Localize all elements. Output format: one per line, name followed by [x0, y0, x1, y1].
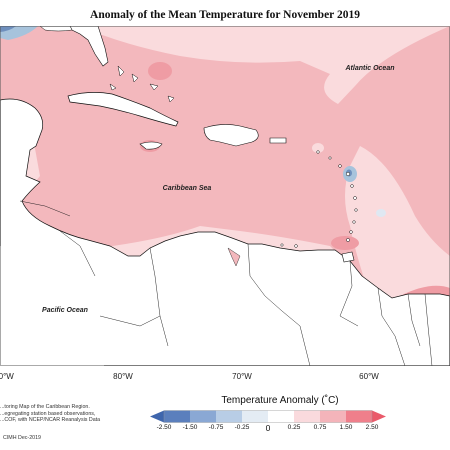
anomaly-zone-cool-corner-strong: [0, 26, 16, 32]
anomaly-map: Atlantic Ocean Caribbean Sea Pacific Oce…: [0, 26, 450, 366]
lon-tick-60w: 60°W: [359, 372, 379, 381]
legend-bin-7: [320, 410, 346, 423]
caribbean-sea-label: Caribbean Sea: [163, 185, 212, 192]
legend-tick: -0.25: [234, 424, 250, 431]
legend-bin-3: [216, 410, 242, 423]
legend-tick: -2.50: [156, 424, 172, 431]
lon-tick-70w: 70°W: [232, 372, 252, 381]
footer-line: ...toring Map of the Caribbean Region.: [0, 404, 90, 410]
footer-line: ...COF, with NCEP/NCAR Reanalysis Data: [0, 417, 101, 424]
atlantic-ocean-label: Atlantic Ocean: [344, 65, 394, 72]
legend-tick: -0.75: [208, 424, 224, 431]
legend-title: Temperature Anomaly (˚C): [221, 395, 339, 406]
puerto-rico-island: [269, 137, 287, 144]
country-borders: [19, 200, 433, 366]
legend-bin-6: [294, 410, 320, 423]
jamaica-island: [139, 141, 163, 150]
anomaly-zone-warm-3: [331, 236, 359, 250]
legend-tick: 1.50: [339, 424, 353, 431]
cuba-island: [67, 92, 179, 127]
lon-tick-90w: 90°W: [0, 372, 14, 381]
legend-bin-1: [164, 410, 190, 423]
legend-bin-4: [242, 410, 268, 423]
bahamas-islands: [109, 65, 175, 103]
hispaniola-island: [203, 124, 259, 147]
lake-inlet: [227, 247, 241, 267]
anomaly-zone-cool-small: [376, 209, 386, 217]
lesser-antilles: [280, 150, 358, 248]
pacific-ocean-label: Pacific Ocean: [42, 307, 88, 314]
legend-tick: 0.75: [313, 424, 327, 431]
legend-bin-5: [268, 410, 294, 423]
map-title: Anomaly of the Mean Temperature for Nove…: [90, 9, 360, 21]
pacific-sea-strip: [0, 246, 104, 366]
us-coast: [39, 26, 73, 32]
footer-note: ...toring Map of the Caribbean Region. .…: [0, 404, 140, 424]
legend-bin-high-arrow: [372, 410, 386, 423]
legend-tick-labels: -2.50 -1.50 -0.75 -0.25 0 0.25 0.75 1.50…: [0, 423, 450, 434]
trinidad-island: [341, 251, 355, 263]
legend-tick: 0.25: [287, 424, 301, 431]
credit-text: CIMH Dec-2019: [3, 435, 41, 441]
footer-line: ...egregating station based observations…: [0, 410, 96, 417]
legend-colorbar: [150, 410, 386, 423]
legend-bin-8: [346, 410, 372, 423]
anomaly-zone-warm-1: [148, 62, 172, 80]
florida-landmass: [69, 26, 109, 67]
anomaly-zone-cool-atlantic: [312, 143, 324, 153]
legend-bin-2: [190, 410, 216, 423]
legend-tick: -1.50: [182, 424, 198, 431]
legend-bin-low-arrow: [150, 410, 164, 423]
legend-tick: 0: [265, 423, 271, 433]
lon-tick-80w: 80°W: [113, 372, 133, 381]
mainland-central-south-america: [0, 98, 450, 366]
anomaly-zone-light-north: [0, 26, 450, 104]
legend-tick: 2.50: [365, 424, 379, 431]
